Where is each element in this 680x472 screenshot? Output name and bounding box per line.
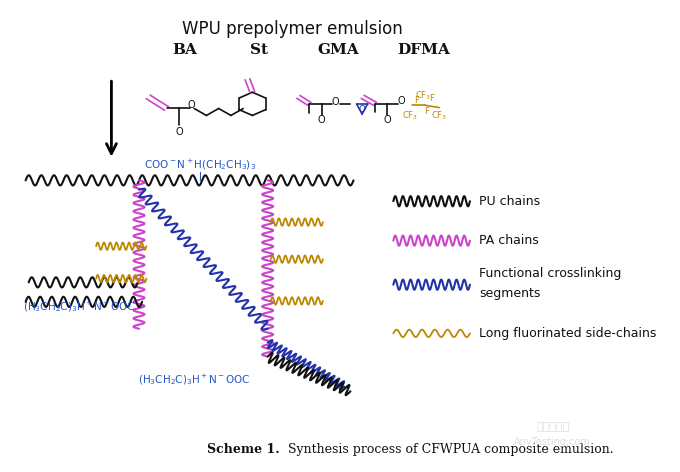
Text: PA chains: PA chains — [479, 234, 539, 247]
Text: segments: segments — [479, 287, 541, 301]
Text: O: O — [358, 105, 366, 114]
Text: $\mathregular{CF_3}$: $\mathregular{CF_3}$ — [431, 109, 447, 122]
Text: (H$_3$CH$_2$C)$_3$H$^+$N$^-$OOC: (H$_3$CH$_2$C)$_3$H$^+$N$^-$OOC — [22, 299, 135, 314]
Text: O: O — [384, 115, 391, 125]
Text: F: F — [414, 96, 419, 105]
Text: O: O — [175, 126, 183, 137]
Text: COO$^-$N$^+$H(CH$_2$CH$_3$)$_3$: COO$^-$N$^+$H(CH$_2$CH$_3$)$_3$ — [144, 157, 256, 172]
Text: GMA: GMA — [318, 43, 359, 58]
Text: St: St — [250, 43, 267, 58]
Text: O: O — [398, 96, 405, 106]
Text: $\mathregular{CF_3}$: $\mathregular{CF_3}$ — [403, 109, 418, 122]
Text: O: O — [188, 100, 196, 110]
Text: O: O — [318, 115, 326, 125]
Text: WPU prepolymer emulsion: WPU prepolymer emulsion — [182, 20, 403, 38]
Text: AnyTesting.com: AnyTesting.com — [514, 438, 591, 447]
Text: O: O — [331, 97, 339, 107]
Text: Long fluorinated side-chains: Long fluorinated side-chains — [479, 327, 656, 340]
Text: 嘉峪检测网: 嘉峪检测网 — [536, 422, 569, 432]
Text: (H$_3$CH$_2$C)$_3$H$^+$N$^-$OOC: (H$_3$CH$_2$C)$_3$H$^+$N$^-$OOC — [138, 372, 250, 387]
Text: Functional crosslinking: Functional crosslinking — [479, 267, 622, 279]
Text: F: F — [430, 94, 435, 103]
Text: Synthesis process of CFWPUA composite emulsion.: Synthesis process of CFWPUA composite em… — [280, 443, 613, 456]
Text: F: F — [424, 107, 430, 116]
Text: DFMA: DFMA — [398, 43, 450, 58]
Text: BA: BA — [173, 43, 197, 58]
Text: PU chains: PU chains — [479, 195, 541, 208]
Text: Scheme 1.: Scheme 1. — [207, 443, 280, 456]
Text: $\mathregular{CF_3}$: $\mathregular{CF_3}$ — [415, 90, 431, 102]
